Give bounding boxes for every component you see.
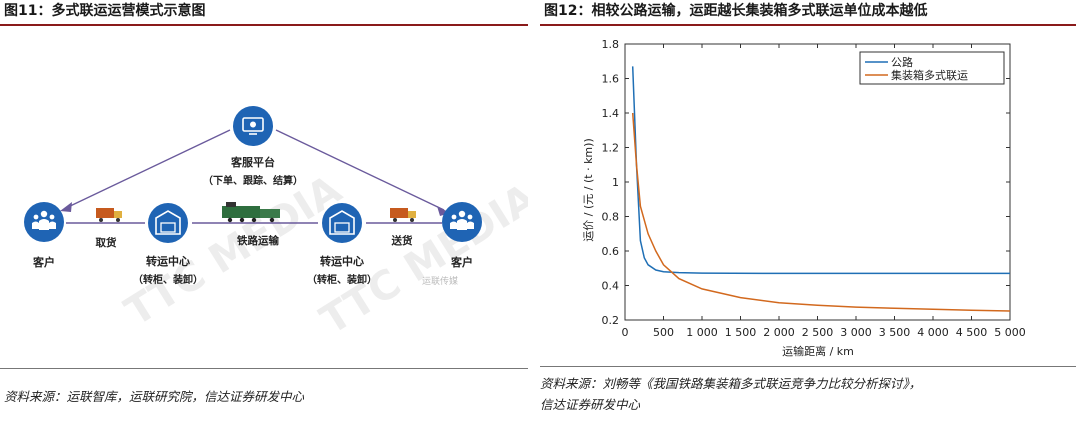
x-tick-label: 2 500 <box>802 326 834 339</box>
hub-left-sublabel: （转柜、装卸） <box>133 273 203 286</box>
warehouse-icon-2 <box>329 210 355 235</box>
left-source-rule <box>0 368 528 369</box>
right-source-line1: 资料来源：刘畅等《我国铁路集装箱多式联运竞争力比较分析探讨》， <box>540 376 922 391</box>
delivery-label: 送货 <box>391 234 413 247</box>
right-figure-title: 图12：相较公路运输，运距越长集装箱多式联运单位成本越低 <box>540 0 1076 26</box>
y-tick-label: 1.2 <box>602 142 620 155</box>
y-tick-label: 0.2 <box>602 314 620 327</box>
x-tick-label: 4 500 <box>956 326 988 339</box>
x-tick-label: 2 000 <box>763 326 795 339</box>
series-line-2 <box>631 112 1011 312</box>
right-source-rule <box>540 366 1076 367</box>
x-tick-label: 1 500 <box>725 326 757 339</box>
platform-sublabel: （下单、跟踪、结算） <box>203 174 303 187</box>
watermark-text: TTC MEDIA <box>117 167 349 336</box>
x-axis-label: 运输距离 / km <box>782 344 854 358</box>
platform-label: 客服平台 <box>230 155 275 169</box>
x-tick-label: 4 000 <box>917 326 949 339</box>
left-source: 资料来源：运联智库，运联研究院，信达证券研发中心 <box>4 389 305 404</box>
hub-left-label: 转运中心 <box>146 254 190 268</box>
platform-node: 客服平台 （下单、跟踪、结算） <box>203 106 303 187</box>
edge-platform-customer-left <box>65 129 231 209</box>
legend-box <box>859 51 1005 85</box>
train-icon: 铁路运输 <box>222 202 280 247</box>
x-tick-label: 1 000 <box>686 326 718 339</box>
warehouse-icon <box>155 210 181 235</box>
series-layer <box>631 66 1011 312</box>
left-figure-title: 图11：多式联运运营模式示意图 <box>0 0 528 26</box>
hub-right-label: 转运中心 <box>320 254 364 268</box>
truck-icon-right: 送货 <box>390 208 416 247</box>
arrowhead-left <box>60 202 72 212</box>
plot-area <box>624 43 1011 321</box>
left-figure: 图11：多式联运运营模式示意图 TTC MEDIA TTC MEDIA 客服平台… <box>0 0 528 426</box>
pickup-label: 取货 <box>96 236 117 249</box>
hub-right-node: 转运中心 （转柜、装卸） <box>307 203 377 286</box>
x-tick-label: 5 000 <box>994 326 1026 339</box>
hub-left-node: 转运中心 （转柜、装卸） <box>133 203 203 286</box>
customer-left-label: 客户 <box>32 255 55 269</box>
legend-label: 公路 <box>891 56 913 69</box>
right-source-line2: 信达证券研发中心 <box>540 397 641 412</box>
y-tick-label: 1 <box>612 176 619 189</box>
cost-chart: 0.2 0.4 0.6 0.8 1 1.2 1.4 1.6 1.8 0 500 1 000 1 500… <box>582 38 1026 358</box>
truck-icon-left: 取货 <box>96 208 122 249</box>
people-icon <box>32 210 56 230</box>
x-tick-label: 3 500 <box>879 326 911 339</box>
edge-platform-customer-right <box>275 129 445 211</box>
plot-frame <box>624 43 1011 321</box>
x-tick-label: 500 <box>653 326 674 339</box>
customer-right-node: 客户 <box>442 202 482 269</box>
intermodal-diagram: TTC MEDIA TTC MEDIA 客服平台 （下单、跟踪、结算） <box>24 106 528 344</box>
diagram-edges <box>65 129 445 224</box>
y-tick-label: 0.8 <box>602 211 620 224</box>
x-tick-label: 0 <box>622 326 629 339</box>
customer-right-label: 客户 <box>450 255 473 269</box>
y-axis: 0.2 0.4 0.6 0.8 1 1.2 1.4 1.6 1.8 <box>602 38 1010 327</box>
right-figure: 图12：相较公路运输，运距越长集装箱多式联运单位成本越低 0.2 0.4 0.6 0.… <box>540 0 1076 426</box>
y-tick-label: 1.6 <box>602 73 620 86</box>
people-icon-2 <box>450 210 474 230</box>
legend-label: 集装箱多式联运 <box>891 68 968 82</box>
x-axis: 0 500 1 000 1 500 2 000 2 500 3 000 3 500 4 000 4… <box>622 44 1026 339</box>
watermark-logo: 运联传媒 <box>422 275 458 287</box>
rail-label: 铁路运输 <box>237 234 279 247</box>
y-tick-label: 1.8 <box>602 38 620 51</box>
y-tick-label: 0.4 <box>602 280 620 293</box>
hub-right-sublabel: （转柜、装卸） <box>307 273 377 286</box>
series-line-1 <box>631 66 1010 275</box>
y-tick-label: 0.6 <box>602 245 620 258</box>
x-tick-label: 3 000 <box>840 326 872 339</box>
y-axis-label: 运价 / (元 / (t · km)) <box>582 138 595 241</box>
monitor-icon <box>242 117 264 132</box>
customer-left-node: 客户 <box>24 202 64 269</box>
y-tick-label: 1.4 <box>602 107 620 120</box>
